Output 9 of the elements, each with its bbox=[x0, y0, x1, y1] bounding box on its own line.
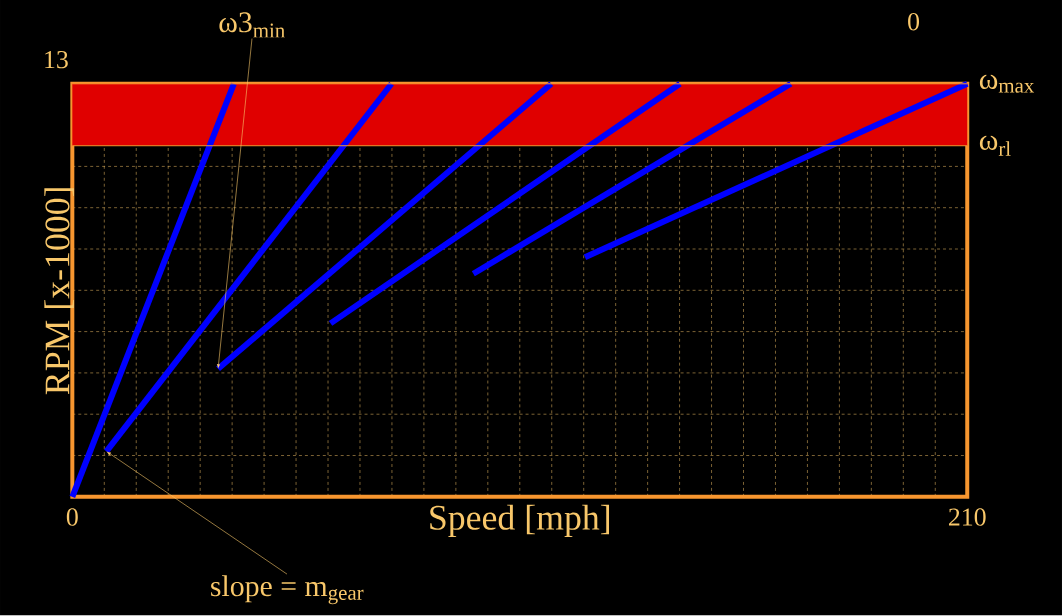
text: 0 bbox=[908, 13, 920, 31]
text: 13 bbox=[45, 51, 68, 69]
annotation: ω3$_{min}$ bbox=[219, 12, 285, 38]
y-axis-title: RPM [x-1000] bbox=[44, 188, 74, 395]
x-axis-title: Speed [mph] bbox=[430, 504, 610, 538]
annotation: slope = m$_{gear}$ bbox=[211, 575, 364, 605]
ref-line-label: ω$_{max}$ bbox=[979, 75, 1035, 93]
x-tick-label: 210 bbox=[949, 508, 986, 526]
ref-line-label: ω$_{rl}$ bbox=[979, 135, 1011, 156]
